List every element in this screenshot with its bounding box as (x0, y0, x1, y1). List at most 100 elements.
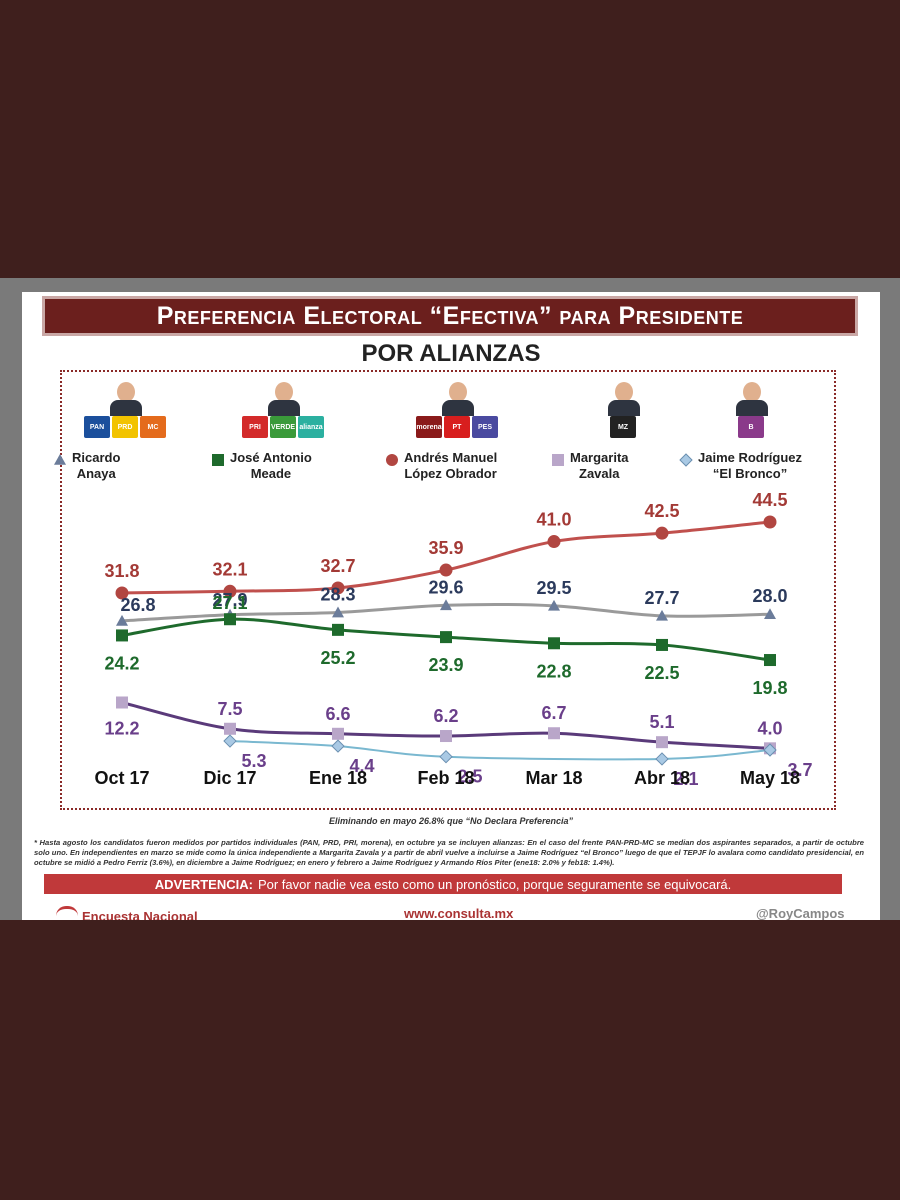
data-label: 26.8 (120, 595, 155, 615)
candidate-name-line2: Anaya (76, 466, 116, 481)
data-label: 28.3 (320, 585, 355, 605)
data-point (439, 563, 453, 577)
chart-note: Eliminando en mayo 26.8% que “No Declara… (328, 816, 574, 826)
candidate-photo (438, 378, 478, 416)
data-point (763, 743, 777, 757)
data-label: 41.0 (536, 510, 571, 530)
chart-card: Preferencia Electoral “Efectiva” para Pr… (22, 292, 880, 920)
candidate-name-line2: “El Bronco” (712, 466, 788, 481)
data-label: 12.2 (104, 719, 139, 739)
candidate-name-line2: López Obrador (404, 466, 497, 481)
footer-url[interactable]: www.consulta.mx (404, 906, 514, 920)
candidate-name: Ricardo Anaya (72, 450, 120, 482)
data-point (115, 586, 129, 600)
candidate-photo (732, 378, 772, 416)
candidate-photo (264, 378, 304, 416)
data-label: 22.5 (644, 663, 679, 683)
data-label: 27.1 (212, 593, 247, 613)
line-chart: 31.8 32.1 32.7 35.9 41.0 42.5 44.5 26.8 27.9 28.3… (94, 490, 812, 789)
data-label: 32.1 (212, 559, 247, 579)
data-label: 5.1 (649, 712, 674, 732)
candidate-name-line1: José Antonio (230, 450, 312, 465)
data-point (548, 599, 560, 611)
data-point (223, 584, 237, 598)
data-point (655, 526, 669, 540)
x-tick-label: Feb 18 (417, 768, 474, 788)
data-point (440, 599, 452, 611)
data-point (548, 727, 560, 740)
legend-marker-icon (212, 454, 224, 466)
data-point (547, 535, 561, 549)
x-tick-label: Ene 18 (309, 768, 367, 788)
data-label: 24.2 (104, 653, 139, 673)
candidate-name-line1: Andrés Manuel (404, 450, 498, 465)
party-logo-icon: MC (140, 416, 166, 438)
data-label: 28.0 (752, 586, 787, 606)
data-point (331, 739, 345, 753)
data-label: 29.6 (428, 577, 463, 597)
page-subtitle: POR ALIANZAS (361, 340, 541, 367)
data-label: 2.1 (673, 769, 698, 789)
data-point (332, 727, 344, 740)
data-point (439, 749, 453, 764)
data-point (223, 734, 237, 748)
data-point (440, 631, 452, 644)
series-line (229, 740, 771, 761)
data-label: 6.2 (433, 706, 458, 726)
data-point (764, 608, 776, 620)
candidate-name: José Antonio Meade (230, 450, 312, 482)
logo-icon (56, 906, 78, 920)
slide: Preferencia Electoral “Efectiva” para Pr… (0, 278, 900, 920)
x-tick-label: Mar 18 (525, 768, 582, 788)
candidate-name-line2: Meade (250, 466, 292, 481)
data-point (116, 696, 128, 709)
page-title: Preferencia Electoral “Efectiva” para Pr… (156, 301, 744, 330)
data-point (548, 637, 560, 650)
party-logo-icon: PRI (242, 416, 268, 438)
data-label: 6.6 (325, 704, 350, 724)
candidate-name-line1: Margarita (570, 450, 629, 465)
party-logos: PAN PRD MC (84, 416, 166, 438)
data-label: 3.7 (787, 760, 812, 780)
data-label: 2.5 (457, 767, 482, 787)
party-logo-icon: morena (416, 416, 442, 438)
party-logo-icon: B (738, 416, 764, 438)
data-point (224, 613, 236, 626)
data-label: 4.4 (349, 756, 374, 776)
party-logo-icon: PES (472, 416, 498, 438)
party-logo-icon: alianza (298, 416, 324, 438)
data-point (656, 638, 668, 651)
legend-marker-icon (552, 454, 564, 466)
footer-handle[interactable]: @RoyCampos (756, 906, 845, 920)
x-tick-label: Abr 18 (634, 768, 690, 788)
party-logo-icon: MZ (610, 416, 636, 438)
candidate-name: Andrés Manuel López Obrador (404, 450, 497, 482)
data-label: 4.0 (757, 718, 782, 738)
legend-marker-icon (54, 454, 66, 465)
data-label: 44.5 (752, 490, 787, 510)
data-label: 23.9 (428, 655, 463, 675)
data-point (764, 654, 776, 667)
candidate-name: Margarita Zavala (570, 450, 629, 482)
data-point (656, 609, 668, 621)
data-point (224, 722, 236, 735)
data-label: 27.7 (644, 588, 679, 608)
candidate-name-line1: Ricardo (72, 450, 121, 465)
data-label: 32.7 (320, 556, 355, 576)
footer-left: Encuesta Nacional (56, 906, 198, 920)
footer-left-text: Encuesta Nacional (82, 909, 198, 920)
warning-banner: ADVERTENCIA: Por favor nadie vea esto co… (44, 874, 842, 894)
warning-text: Por favor nadie vea esto como un pronóst… (257, 876, 732, 892)
warning-label: ADVERTENCIA: (154, 876, 253, 892)
party-logo-icon: PT (444, 416, 470, 438)
data-label: 22.8 (536, 661, 571, 681)
party-logo-icon: PRD (112, 416, 138, 438)
x-tick-label: May 18 (740, 768, 800, 788)
party-logos: PRI VERDE alianza (242, 416, 324, 438)
data-point (656, 736, 668, 749)
x-tick-label: Dic 17 (203, 768, 256, 788)
data-point (332, 623, 344, 636)
data-label: 35.9 (428, 538, 463, 558)
legend-marker-icon (679, 453, 693, 467)
data-label: 31.8 (104, 561, 139, 581)
